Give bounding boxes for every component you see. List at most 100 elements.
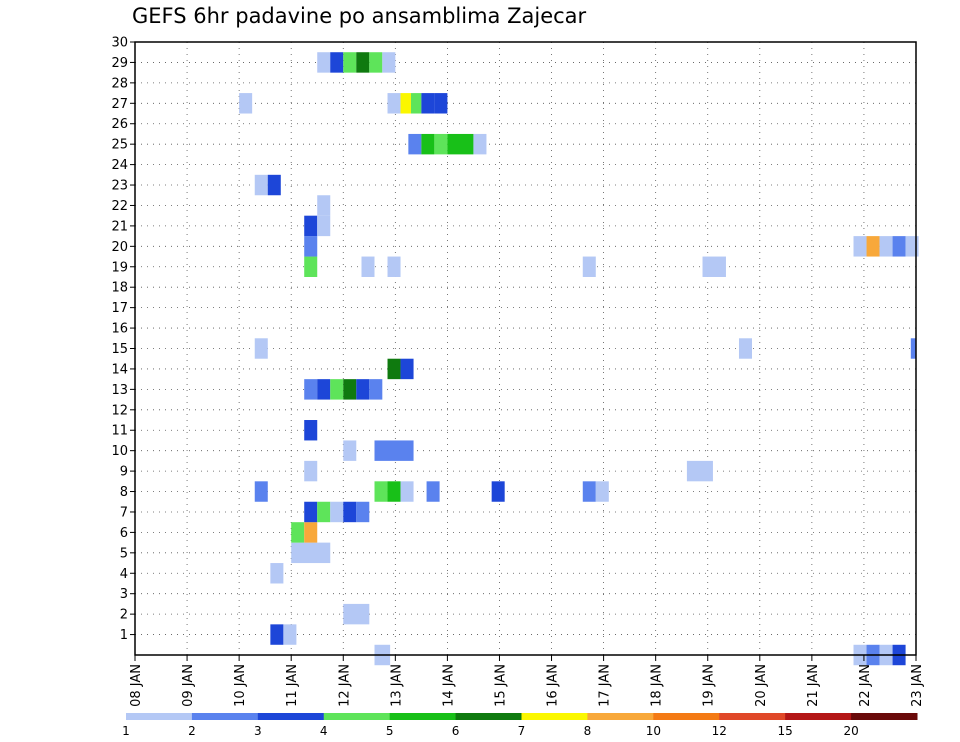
data-cell <box>254 338 268 359</box>
data-cell <box>892 236 906 257</box>
data-cell <box>374 481 388 502</box>
y-tick-label: 6 <box>120 526 128 541</box>
y-tick-label: 19 <box>111 260 128 275</box>
y-tick-label: 10 <box>111 444 128 459</box>
data-cell <box>374 440 414 461</box>
data-cell <box>304 256 318 277</box>
colorbar-label: 20 <box>843 724 858 738</box>
y-axis: 1234567891011121314151617181920212223242… <box>111 36 135 643</box>
data-cell <box>239 93 253 114</box>
data-cell <box>421 133 435 155</box>
data-cell <box>595 481 609 502</box>
data-cell <box>491 481 505 502</box>
data-cell <box>356 52 370 73</box>
data-cell <box>343 603 370 625</box>
colorbar-label: 1 <box>122 724 130 738</box>
data-cell <box>330 501 344 523</box>
data-cell <box>356 501 370 523</box>
y-tick-label: 1 <box>120 628 128 643</box>
data-cell <box>910 338 916 359</box>
y-tick-label: 27 <box>111 97 128 112</box>
data-cell <box>356 379 370 400</box>
data-cell <box>421 93 435 114</box>
y-tick-label: 8 <box>120 485 128 500</box>
data-cell <box>304 501 318 523</box>
data-cell <box>343 52 357 73</box>
colorbar-label: 5 <box>386 724 394 738</box>
x-tick-label: 10 JAN <box>233 664 248 707</box>
data-cell <box>400 93 411 114</box>
data-cell <box>304 236 318 257</box>
data-cell <box>408 133 422 155</box>
data-cell <box>582 256 596 277</box>
y-tick-label: 28 <box>111 76 128 91</box>
data-cell <box>369 52 383 73</box>
colorbar-segment <box>719 713 786 720</box>
colorbar-label: 10 <box>646 724 661 738</box>
data-cell <box>686 460 713 482</box>
x-tick-label: 17 JAN <box>598 664 613 707</box>
data-cell <box>582 481 596 502</box>
data-cell <box>270 563 284 584</box>
data-cell <box>434 93 448 114</box>
data-cell <box>304 215 318 237</box>
data-cell <box>410 93 422 114</box>
data-cell <box>317 501 331 523</box>
data-cell <box>387 358 401 380</box>
y-tick-label: 20 <box>111 240 128 255</box>
x-tick-label: 14 JAN <box>441 664 456 707</box>
colorbar-label: 15 <box>778 724 793 738</box>
y-tick-label: 5 <box>120 546 128 561</box>
y-tick-label: 29 <box>111 56 128 71</box>
grid-lines <box>135 41 916 655</box>
colorbar-segment <box>323 713 391 720</box>
colorbar-label: 12 <box>712 724 727 738</box>
x-tick-label: 08 JAN <box>129 664 144 707</box>
data-cell <box>317 215 331 237</box>
data-cell <box>361 256 375 277</box>
data-cell <box>317 195 331 216</box>
y-tick-label: 3 <box>120 587 128 602</box>
colorbar-label: 2 <box>188 724 196 738</box>
y-tick-label: 12 <box>111 403 128 418</box>
data-cell <box>702 256 726 277</box>
y-tick-label: 16 <box>111 322 128 337</box>
y-tick-label: 22 <box>111 199 128 214</box>
x-axis: 08 JAN 09 JAN 10 JAN 11 JAN 12 JAN 13 JAN 14 J… <box>129 655 925 707</box>
colorbar-segment <box>455 713 522 720</box>
data-cell <box>387 481 401 502</box>
data-cell <box>304 460 318 482</box>
colorbar-segment <box>191 713 259 720</box>
x-tick-label: 09 JAN <box>181 664 196 707</box>
data-cell <box>369 379 383 400</box>
data-cell <box>330 379 344 400</box>
colorbar-segment <box>126 713 193 720</box>
x-tick-label: 18 JAN <box>650 664 665 707</box>
colorbar-segment <box>521 713 588 720</box>
data-cell <box>447 133 474 155</box>
data-cells <box>239 52 919 666</box>
colorbar-segment <box>653 713 720 720</box>
y-tick-label: 26 <box>111 117 128 132</box>
data-cell <box>317 379 331 400</box>
data-cell <box>866 236 880 257</box>
y-tick-label: 14 <box>111 362 128 377</box>
y-tick-label: 4 <box>120 567 128 582</box>
y-tick-label: 13 <box>111 383 128 398</box>
x-tick-label: 21 JAN <box>806 664 821 707</box>
y-tick-label: 21 <box>111 219 128 234</box>
data-cell <box>426 481 440 502</box>
data-cell <box>291 522 305 543</box>
y-tick-label: 11 <box>111 424 128 439</box>
y-tick-label: 17 <box>111 301 128 316</box>
data-cell <box>291 542 331 564</box>
colorbar-segment <box>851 713 918 720</box>
colorbar-label: 3 <box>254 724 262 738</box>
x-tick-label: 19 JAN <box>702 664 717 707</box>
colorbar-label: 6 <box>452 724 460 738</box>
data-cell <box>879 236 893 257</box>
data-cell <box>304 522 318 543</box>
x-tick-label: 13 JAN <box>389 664 404 707</box>
colorbar-legend: 1 2 3 4 5 6 7 8 10 12 15 20 <box>122 713 918 738</box>
data-cell <box>343 440 357 461</box>
